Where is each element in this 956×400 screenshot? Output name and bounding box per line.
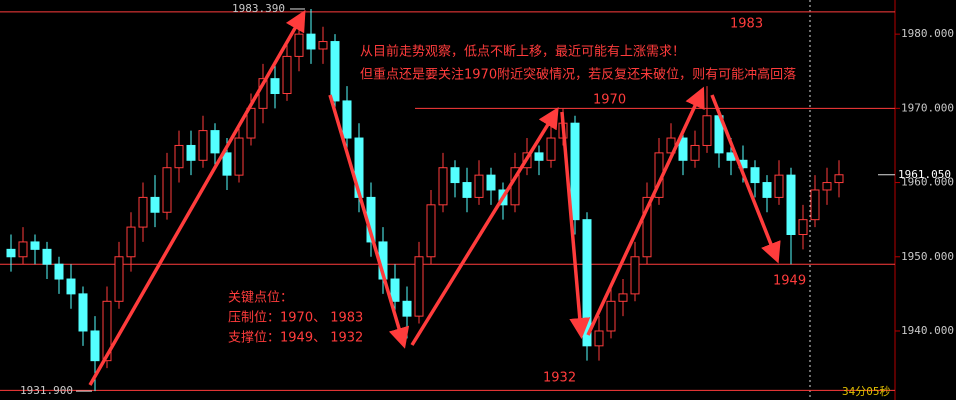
annotation: 压制位：1970、 1983	[228, 311, 363, 326]
candle-body	[450, 167, 460, 184]
arrow	[328, 94, 410, 349]
annotation: 支撑位：1949、 1932	[228, 331, 363, 346]
candle-body	[762, 182, 772, 198]
timer: 34分05秒	[842, 384, 891, 398]
arrow	[410, 107, 559, 346]
candle-body	[810, 189, 820, 221]
candle-body	[246, 107, 256, 139]
annotation: 关键点位：	[228, 291, 293, 306]
annotation: 但重点还是要关注1970附近突破情况，若反复还未破位，则有可能冲高回落	[360, 67, 796, 83]
candle-body	[414, 256, 424, 317]
candle-body	[102, 300, 112, 362]
candle-body	[282, 55, 292, 95]
candle-body	[750, 167, 760, 184]
candle-body	[330, 41, 340, 102]
candle-body	[138, 196, 148, 228]
candle-body	[570, 122, 580, 221]
candle-body	[174, 144, 184, 169]
candle-body	[630, 256, 640, 295]
y-tick-label: 1960.000	[901, 176, 954, 189]
candle-body	[186, 144, 196, 161]
candle-body	[486, 174, 496, 191]
candle-body	[606, 300, 616, 332]
candle-body	[234, 137, 244, 176]
candle-body	[306, 33, 316, 50]
candle-body	[594, 330, 604, 347]
candle-body	[702, 115, 712, 146]
candle-body	[534, 152, 544, 161]
candle-body	[150, 196, 160, 213]
high-label: 1983.390	[232, 2, 285, 15]
candle-body	[318, 41, 328, 50]
candle-body	[822, 182, 832, 191]
arrow	[586, 86, 705, 336]
candle-body	[438, 167, 448, 206]
level-label: 1932	[543, 371, 576, 386]
candle-body	[426, 204, 436, 258]
candle-body	[162, 167, 172, 213]
y-tick-label: 1970.000	[901, 101, 954, 114]
candle-body	[786, 174, 796, 236]
candle-body	[90, 330, 100, 362]
candle-body	[54, 263, 64, 280]
current-price-label: 1961.050	[898, 168, 951, 181]
candle-body	[114, 256, 124, 302]
candle-body	[798, 219, 808, 236]
candle-body	[474, 174, 484, 198]
candle-body	[78, 293, 88, 332]
y-tick-label: 1940.000	[901, 324, 954, 337]
candle-body	[462, 182, 472, 198]
candle-body	[834, 174, 844, 184]
candle-body	[270, 78, 280, 95]
candle-body	[42, 248, 52, 265]
candle-body	[582, 219, 592, 347]
candle-body	[222, 152, 232, 176]
candle-body	[126, 226, 136, 258]
y-tick-label: 1950.000	[901, 250, 954, 263]
candle-body	[546, 137, 556, 161]
candle-body	[6, 248, 16, 258]
candle-body	[210, 130, 220, 154]
candle-body	[198, 130, 208, 161]
arrow	[710, 94, 781, 264]
candle-body	[294, 33, 304, 57]
y-tick-label: 1980.000	[901, 27, 954, 40]
candle-body	[618, 293, 628, 302]
low-label: 1931.900	[20, 384, 73, 397]
candle-body	[66, 278, 76, 295]
arrows	[88, 9, 781, 386]
candle-body	[774, 174, 784, 198]
level-label: 1949	[773, 274, 806, 289]
candle-body	[30, 241, 40, 250]
candle-body	[690, 144, 700, 161]
candle-body	[678, 137, 688, 161]
arrow	[560, 111, 591, 339]
candle-body	[642, 196, 652, 258]
level-label: 1983	[730, 17, 763, 32]
annotation: 从目前走势观察，低点不断上移，最近可能有上涨需求！	[360, 44, 685, 60]
level-label: 1970	[593, 93, 626, 108]
candle-body	[18, 241, 28, 258]
candle-body	[390, 278, 400, 302]
arrow	[88, 9, 306, 386]
candle-body	[402, 300, 412, 317]
candle-body	[342, 100, 352, 139]
